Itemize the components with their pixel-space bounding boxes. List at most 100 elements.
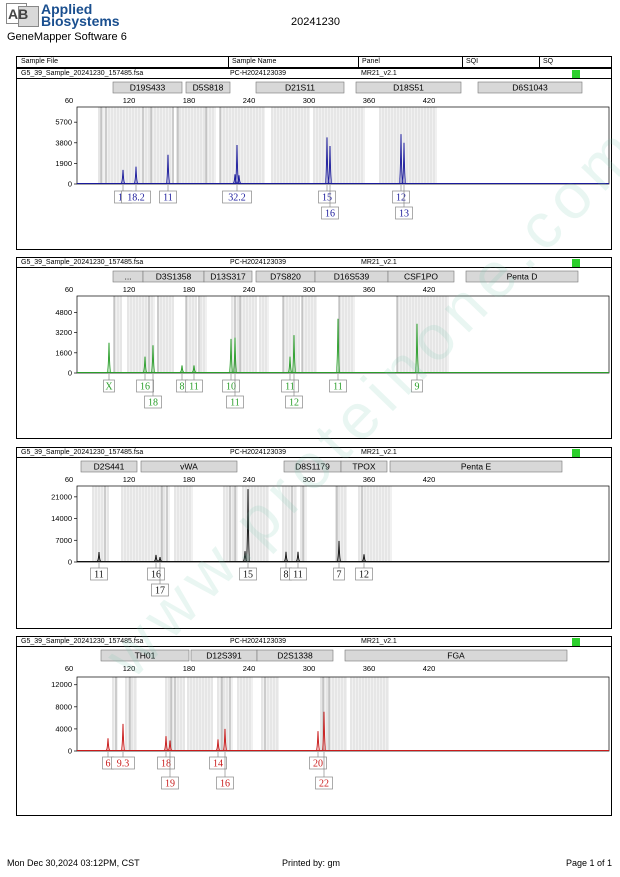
marker-box-3 bbox=[344, 649, 568, 662]
x-tick-label-1: 120 bbox=[123, 664, 136, 673]
sample-name: PC-H2024123039 bbox=[230, 449, 287, 456]
x-tick-label-4: 300 bbox=[303, 475, 316, 484]
allele-box-4 bbox=[318, 190, 336, 204]
sample-file: G5_39_Sample_20241230_157485.fsa bbox=[21, 638, 144, 645]
marker-box-4 bbox=[477, 81, 583, 94]
allele-label-5: 11 bbox=[293, 570, 303, 581]
peak-5 bbox=[236, 175, 242, 184]
bin-region-10 bbox=[397, 296, 449, 373]
peak-8 bbox=[361, 554, 367, 562]
allele-label-2: 18 bbox=[161, 759, 171, 770]
x-tick-label-6: 420 bbox=[423, 285, 436, 294]
sample-name: PC-H2024123039 bbox=[230, 70, 287, 77]
y-tick-label-2: 8000 bbox=[55, 702, 72, 711]
y-tick-label-3: 21000 bbox=[51, 492, 72, 501]
marker-box-2 bbox=[256, 649, 334, 662]
y-tick-label-2: 3800 bbox=[55, 138, 72, 147]
marker-label-2: D8S1179 bbox=[295, 462, 330, 472]
allele-box-5 bbox=[289, 567, 307, 581]
y-tick-label-0: 0 bbox=[68, 180, 72, 189]
y-tick-label-0: 0 bbox=[68, 558, 72, 567]
marker-box-1 bbox=[140, 460, 238, 473]
marker-label-0: D19S433 bbox=[130, 83, 166, 93]
y-tick-label-1: 1600 bbox=[55, 348, 72, 357]
bin-region-5 bbox=[271, 107, 310, 184]
allele-label-6: 7 bbox=[337, 570, 342, 581]
y-tick-label-3: 12000 bbox=[51, 680, 72, 689]
marker-label-2: D13S317 bbox=[210, 272, 246, 282]
x-tick-label-6: 420 bbox=[423, 664, 436, 673]
peak-1 bbox=[133, 166, 139, 184]
sample-name: PC-H2024123039 bbox=[230, 638, 287, 645]
allele-box-1 bbox=[121, 190, 151, 204]
allele-box-4 bbox=[209, 756, 227, 770]
peak-8 bbox=[291, 335, 297, 373]
allele-box-0 bbox=[90, 567, 108, 581]
bin-region-6 bbox=[313, 107, 365, 184]
peak-6 bbox=[295, 551, 301, 562]
sqi-indicator bbox=[572, 70, 580, 78]
bin-region-3 bbox=[176, 107, 216, 184]
bin-region-9 bbox=[339, 296, 355, 373]
x-tick-label-2: 180 bbox=[183, 664, 196, 673]
allele-label-5: 16 bbox=[220, 779, 230, 790]
bin-region-6 bbox=[261, 677, 279, 751]
bin-region-3 bbox=[186, 296, 197, 373]
printed-by: Printed by: gm bbox=[282, 858, 341, 868]
x-tick-label-3: 240 bbox=[243, 96, 256, 105]
allele-box-4 bbox=[185, 379, 203, 393]
brand-name: Applied Biosystems bbox=[41, 2, 120, 29]
peak-2 bbox=[165, 154, 171, 184]
y-tick-label-1: 1900 bbox=[55, 159, 72, 168]
x-tick-label-4: 300 bbox=[303, 96, 316, 105]
allele-box-10 bbox=[411, 379, 423, 393]
applied-biosystems-logo: AB bbox=[6, 3, 40, 27]
allele-box-6 bbox=[333, 567, 345, 581]
allele-box-7 bbox=[395, 206, 413, 220]
y-tick-label-1: 4000 bbox=[55, 724, 72, 733]
peak-0 bbox=[106, 342, 112, 373]
marker-label-4: D16S539 bbox=[334, 272, 370, 282]
allele-label-4: 14 bbox=[213, 759, 223, 770]
marker-label-4: D6S1043 bbox=[512, 83, 548, 93]
allele-label-5: 16 bbox=[325, 209, 335, 220]
brand-line-2: Biosystems bbox=[41, 13, 120, 29]
bin-region-8 bbox=[350, 677, 389, 751]
allele-label-10: 9 bbox=[415, 382, 420, 393]
x-tick-label-0: 60 bbox=[65, 475, 73, 484]
panel-name: MR21_v2.1 bbox=[361, 259, 397, 266]
electropherogram-panel-green: G5_39_Sample_20241230_157485.fsa PC-H202… bbox=[16, 257, 612, 439]
allele-box-6 bbox=[392, 190, 410, 204]
allele-box-3 bbox=[161, 776, 179, 790]
sqi-indicator bbox=[572, 449, 580, 457]
y-tick-label-3: 5700 bbox=[55, 118, 72, 127]
bin-region-0 bbox=[98, 107, 105, 184]
allele-label-6: 20 bbox=[313, 759, 323, 770]
x-tick-label-3: 240 bbox=[243, 475, 256, 484]
marker-label-0: D2S441 bbox=[94, 462, 125, 472]
allele-label-3: 8 bbox=[180, 382, 185, 393]
marker-box-3 bbox=[340, 460, 388, 473]
marker-label-1: D3S1358 bbox=[156, 272, 192, 282]
x-tick-label-5: 360 bbox=[363, 475, 376, 484]
allele-label-7: 11 bbox=[285, 382, 295, 393]
peak-6 bbox=[324, 137, 330, 184]
bin-region-2 bbox=[174, 486, 193, 562]
peak-0 bbox=[120, 169, 126, 184]
allele-label-1: 9.3 bbox=[117, 759, 130, 770]
x-tick-label-2: 180 bbox=[183, 285, 196, 294]
panel-name: MR21_v2.1 bbox=[361, 70, 397, 77]
x-tick-label-1: 120 bbox=[123, 96, 136, 105]
allele-box-2 bbox=[159, 190, 177, 204]
peak-0 bbox=[105, 738, 111, 751]
x-tick-label-0: 60 bbox=[65, 664, 73, 673]
panel-header: G5_39_Sample_20241230_157485.fsa PC-H202… bbox=[17, 258, 611, 268]
marker-label-3: FGA bbox=[447, 651, 465, 661]
panel-name: MR21_v2.1 bbox=[361, 638, 397, 645]
allele-label-4: 11 bbox=[189, 382, 199, 393]
x-tick-label-2: 180 bbox=[183, 96, 196, 105]
marker-label-3: D7S820 bbox=[270, 272, 301, 282]
marker-label-0: ... bbox=[124, 272, 131, 282]
col-sq: SQ bbox=[543, 58, 554, 65]
